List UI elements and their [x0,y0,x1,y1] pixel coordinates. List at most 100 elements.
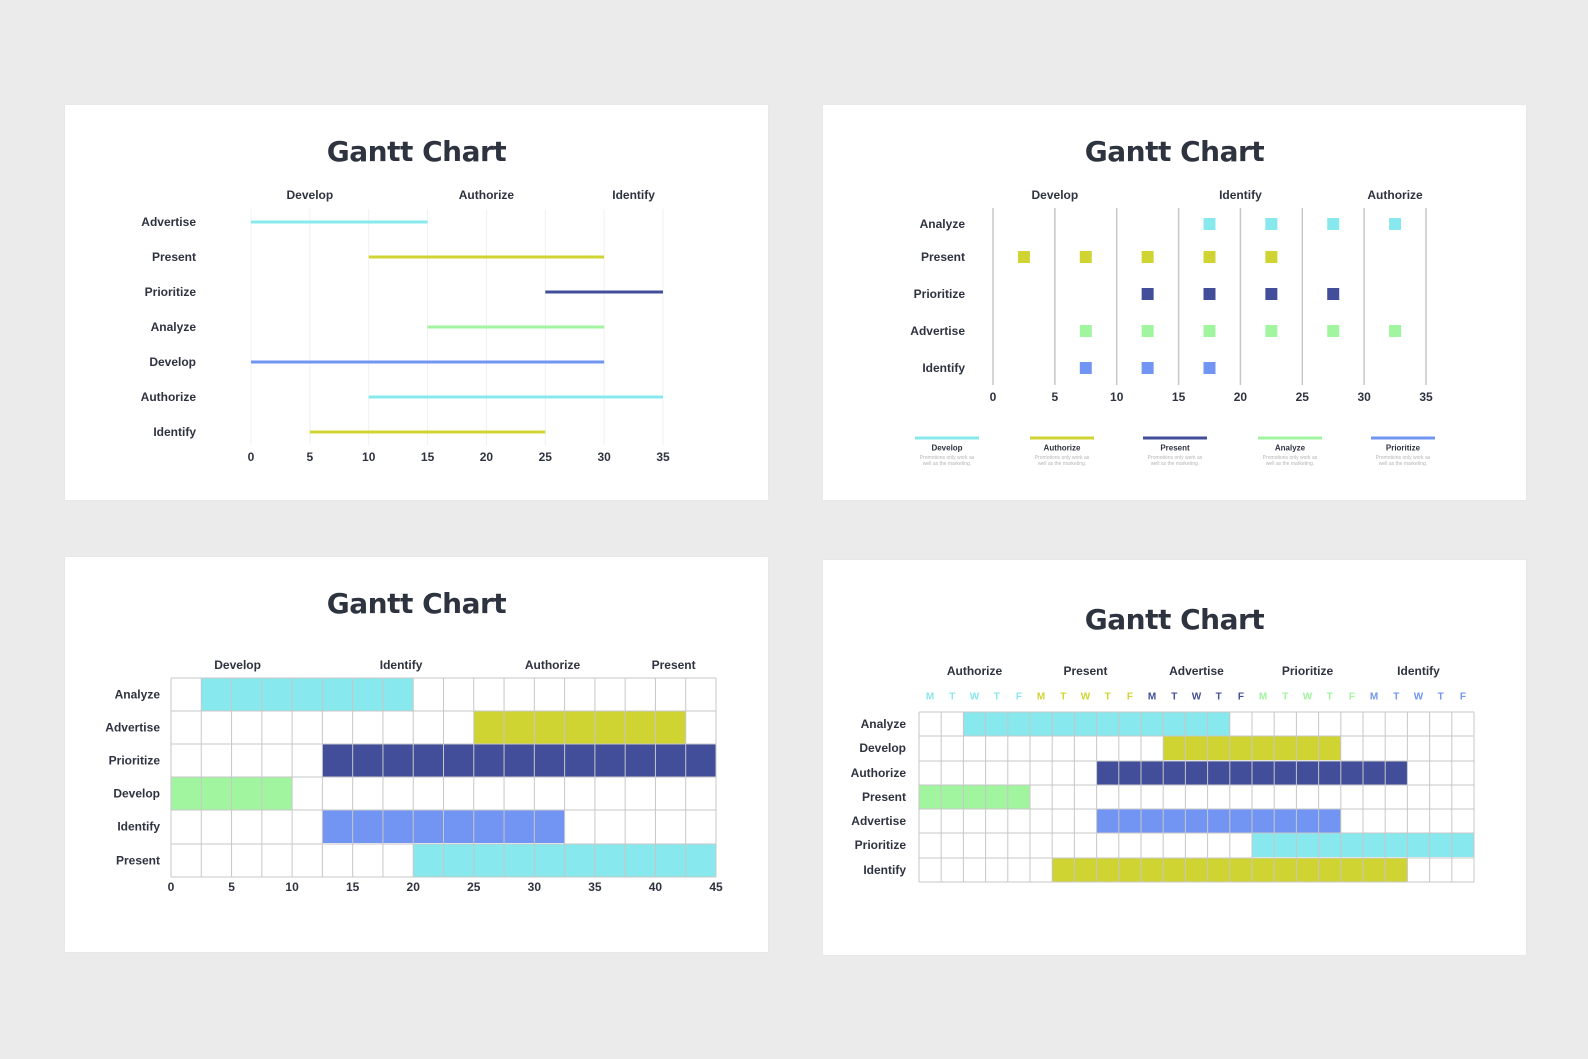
day-label: T [1438,692,1444,703]
task-bar [1096,809,1341,833]
task-bar [322,744,716,777]
chart-title: Gantt Chart [1084,135,1265,168]
legend-label: Prioritize [1386,444,1421,453]
day-label: W [1192,692,1202,703]
chart-title: Gantt Chart [326,587,507,620]
phase-label: Present [1063,664,1107,678]
x-tick-label: 0 [990,390,997,404]
task-marker [1203,218,1216,230]
phase-label: Develop [1032,188,1079,202]
task-label: Advertise [141,215,196,229]
task-label: Identify [863,863,906,877]
phase-label: Identify [380,658,423,672]
task-marker [1265,325,1278,337]
task-bar [201,678,414,711]
task-label: Prioritize [914,287,966,301]
task-label: Present [116,854,160,868]
x-tick-label: 15 [346,880,360,894]
phase-label: Authorize [525,658,581,672]
x-tick-label: 10 [362,450,376,464]
task-label: Analyze [115,688,161,702]
task-label: Analyze [920,217,966,231]
phase-label: Advertise [1169,664,1224,678]
day-label: T [1105,692,1111,703]
legend-note: well as the marketing. [1151,461,1199,467]
legend-note: Promotions only work as [1148,455,1203,461]
task-label: Present [862,790,906,804]
phase-label: Present [652,658,696,672]
task-label: Authorize [141,390,197,404]
task-marker [1141,362,1154,374]
task-marker [1017,251,1030,263]
task-marker [1141,251,1154,263]
task-label: Analyze [861,717,907,731]
legend-note: Promotions only work as [1263,455,1318,461]
day-label: M [1259,692,1267,703]
legend-note: well as the marketing. [1379,461,1427,467]
task-marker [1265,251,1278,263]
phase-label: Develop [287,188,334,202]
day-label: M [926,692,934,703]
x-tick-label: 10 [285,880,299,894]
task-label: Advertise [851,814,906,828]
x-tick-label: 15 [421,450,435,464]
legend-label: Develop [931,444,962,453]
day-label: F [1349,692,1355,703]
day-label: T [994,692,1000,703]
gantt-dot-chart: 0 5 10 15 20 25 30 35 Develop Identify Authorize An… [910,188,1435,467]
x-tick-label: 5 [1052,390,1059,404]
x-tick-label: 20 [407,880,421,894]
task-label: Advertise [910,324,965,338]
phase-label: Identify [1397,664,1440,678]
day-label: T [1171,692,1177,703]
x-tick-label: 45 [709,880,723,894]
day-label: M [1370,692,1378,703]
day-label: F [1238,692,1244,703]
task-bar [919,785,1030,809]
legend-label: Authorize [1044,444,1081,453]
x-tick-label: 35 [656,450,670,464]
x-tick-label: 0 [168,880,175,894]
phase-label: Develop [214,658,261,672]
task-marker [1141,288,1154,300]
task-label: Identify [153,425,196,439]
day-label: T [1282,692,1288,703]
task-label: Develop [149,355,196,369]
x-tick-label: 20 [1234,390,1248,404]
x-tick-label: 0 [248,450,255,464]
day-label: F [1127,692,1133,703]
task-marker [1389,325,1402,337]
day-label: M [1037,692,1045,703]
x-tick-label: 25 [1296,390,1310,404]
legend-note: Promotions only work as [1035,455,1090,461]
phase-label: Authorize [1367,188,1423,202]
task-label: Advertise [105,721,160,735]
x-tick-label: 35 [588,880,602,894]
day-label: T [1393,692,1399,703]
phase-label: Authorize [459,188,515,202]
day-label: T [1327,692,1333,703]
day-label: W [970,692,980,703]
x-tick-label: 40 [649,880,663,894]
task-marker [1203,325,1216,337]
task-label: Prioritize [109,754,161,768]
day-label: W [1081,692,1091,703]
legend-note: Promotions only work as [920,455,975,461]
gantt-dot-panel: Gantt Chart 0 5 10 15 20 25 30 35 Develop Identif… [823,105,1526,500]
task-label: Identify [117,820,160,834]
task-label: Identify [922,361,965,375]
x-tick-label: 15 [1172,390,1186,404]
task-marker [1203,251,1216,263]
x-tick-label: 5 [228,880,235,894]
day-label: M [1148,692,1156,703]
x-tick-label: 30 [1357,390,1371,404]
x-tick-label: 5 [307,450,314,464]
phase-label: Identify [612,188,655,202]
legend-note: Promotions only work as [1376,455,1431,461]
day-label: F [1016,692,1022,703]
day-label: T [1060,692,1066,703]
task-label: Prioritize [145,285,197,299]
day-label: W [1303,692,1313,703]
task-marker [1265,288,1278,300]
gantt-line-panel: Gantt Chart 0 5 10 15 20 25 30 35 Develop Authori… [65,105,768,500]
